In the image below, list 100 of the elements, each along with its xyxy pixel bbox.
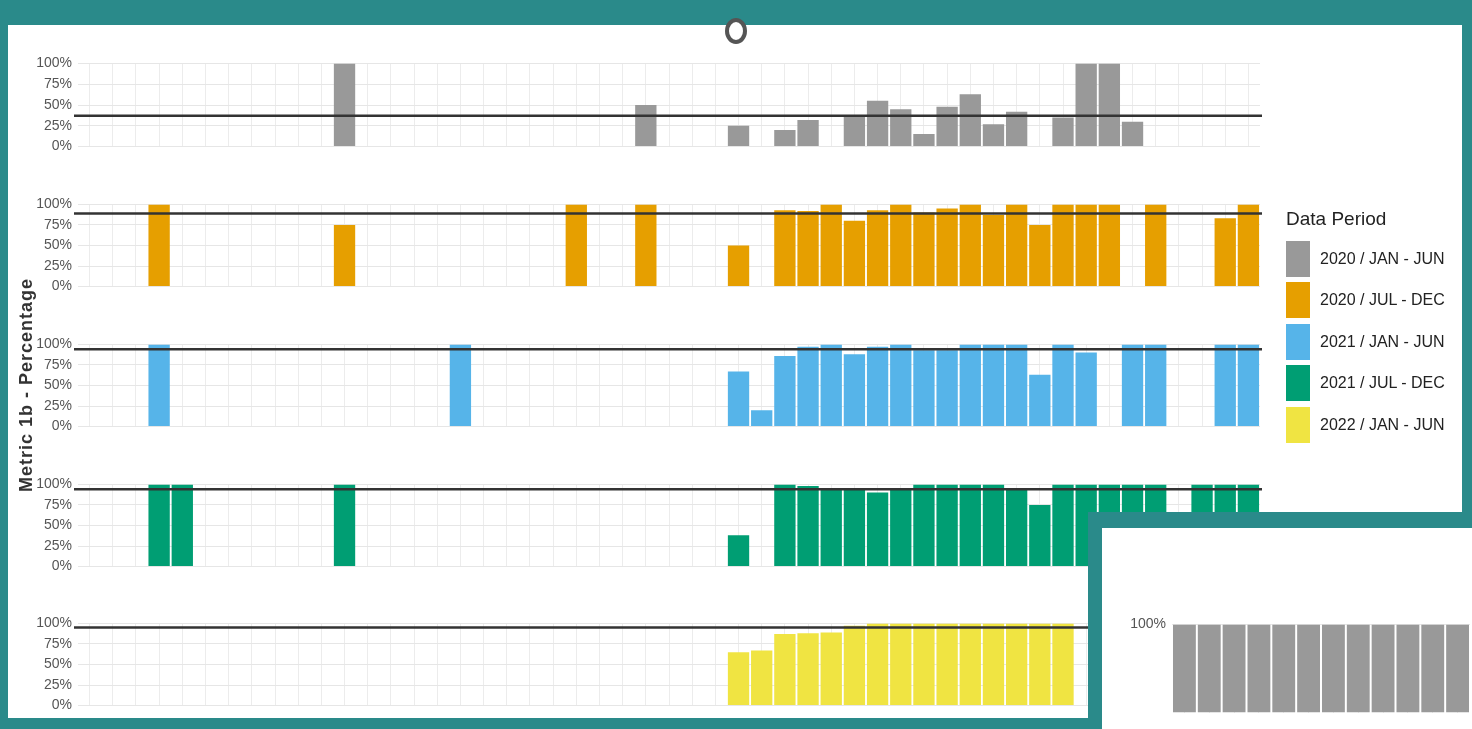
y-tick-label: 50% [43, 376, 72, 393]
y-tick-label: 100% [36, 54, 72, 71]
bar [890, 488, 912, 567]
bar [333, 484, 356, 567]
bar [982, 623, 1005, 706]
bar [1005, 111, 1028, 147]
bar [148, 484, 170, 567]
bar [635, 204, 657, 287]
bar [751, 650, 773, 706]
bar [1029, 623, 1051, 706]
bar [820, 632, 842, 706]
bar [148, 204, 170, 287]
bar [1005, 488, 1028, 567]
bar [751, 410, 773, 427]
bar [959, 94, 981, 147]
y-tick-label: 100% [36, 335, 72, 352]
bar [727, 535, 750, 567]
bar [890, 109, 912, 147]
y-tick-label: 50% [43, 95, 72, 112]
bar [449, 344, 472, 427]
bar [1237, 204, 1260, 287]
bar [866, 623, 889, 706]
bar [866, 100, 889, 147]
bar [1005, 204, 1028, 287]
bar [1121, 121, 1144, 147]
bar [148, 344, 170, 427]
bar [959, 623, 981, 706]
bar [843, 354, 866, 427]
y-tick-label: 0% [51, 137, 72, 154]
legend-label: 2021 / JUL - DEC [1320, 374, 1445, 393]
bar [333, 63, 356, 147]
y-tick-label: 0% [51, 696, 72, 713]
bar [843, 115, 866, 147]
y-tick-label: 100% [36, 475, 72, 492]
bar [1121, 344, 1144, 427]
y-tick-label: 25% [43, 116, 72, 133]
bar [1214, 218, 1236, 287]
bar [982, 344, 1005, 427]
y-tick-label: 25% [43, 536, 72, 553]
bar [1052, 484, 1074, 567]
bar [866, 346, 889, 427]
bar [959, 204, 981, 287]
bar [866, 210, 889, 287]
bar [820, 488, 842, 567]
bar [1005, 344, 1028, 427]
bar [1214, 344, 1236, 427]
bar [1237, 344, 1260, 427]
legend-label: 2020 / JUL - DEC [1320, 291, 1445, 310]
bar [1029, 504, 1051, 567]
y-tick-label: 0% [51, 277, 72, 294]
y-tick-label: 25% [43, 256, 72, 273]
legend-title: Data Period [1286, 208, 1388, 230]
bar [1029, 374, 1051, 427]
bar [866, 492, 889, 567]
bar [1075, 63, 1097, 147]
y-tick-label: 75% [43, 495, 72, 512]
bar [982, 124, 1005, 147]
bar [727, 371, 750, 427]
bar [1098, 204, 1121, 287]
y-tick-label: 100% [36, 614, 72, 631]
bar [982, 484, 1005, 567]
y-tick-label: 50% [43, 516, 72, 533]
bar [565, 204, 587, 287]
bar [727, 652, 750, 706]
bar [171, 484, 193, 567]
bar [1052, 623, 1074, 706]
y-axis-title: Metric 1b - Percentage [15, 277, 37, 493]
legend-label: 2020 / JAN - JUN [1320, 249, 1445, 268]
legend-label: 2022 / JAN - JUN [1320, 415, 1445, 434]
bar [727, 245, 750, 287]
bar [1098, 63, 1121, 147]
bar [1029, 224, 1051, 287]
bar [820, 204, 842, 287]
bar [1052, 204, 1074, 287]
y-tick-label: 100% [36, 195, 72, 212]
y-tick-label: 75% [43, 215, 72, 232]
bar [1052, 117, 1074, 147]
bar [1075, 352, 1097, 427]
bar [959, 484, 981, 567]
bar [1145, 204, 1167, 287]
y-tick-label: 100% [1130, 615, 1166, 632]
bar [1052, 344, 1074, 427]
bar [982, 215, 1005, 287]
y-tick-label: 0% [51, 417, 72, 434]
bar [333, 224, 356, 287]
bar [843, 488, 866, 567]
y-tick-label: 75% [43, 75, 72, 92]
bar [1005, 623, 1028, 706]
y-tick-label: 25% [43, 396, 72, 413]
legend-label: 2021 / JAN - JUN [1320, 332, 1445, 351]
y-tick-label: 50% [43, 655, 72, 672]
bar [1075, 204, 1097, 287]
y-tick-label: 75% [43, 634, 72, 651]
bar [820, 344, 842, 427]
bar [727, 125, 750, 147]
y-tick-label: 25% [43, 675, 72, 692]
bar [843, 220, 866, 287]
y-tick-label: 75% [43, 355, 72, 372]
bar [890, 623, 912, 706]
bar [635, 105, 657, 147]
